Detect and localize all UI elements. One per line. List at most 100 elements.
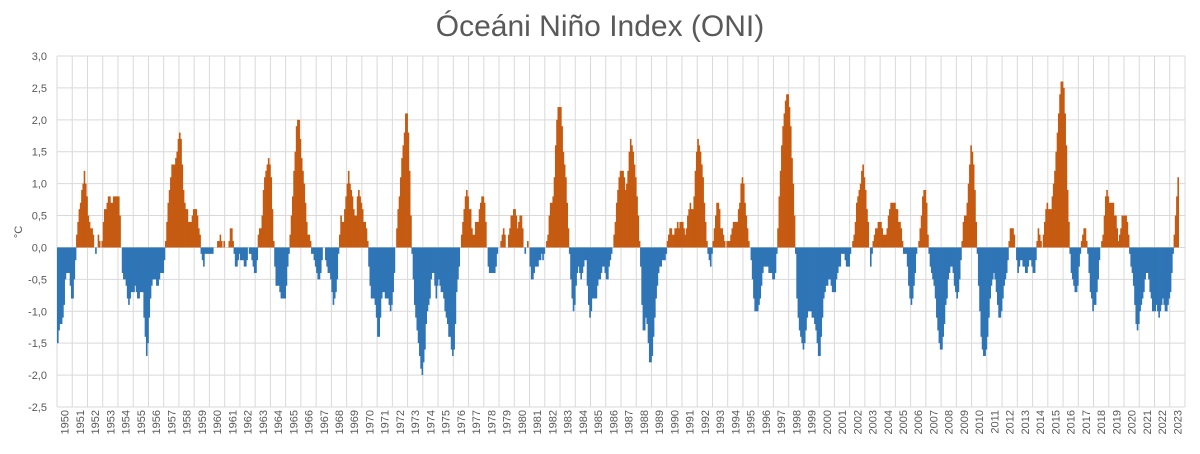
bar-negative	[159, 247, 162, 273]
bar-negative	[1158, 247, 1160, 318]
bar-negative	[1135, 247, 1138, 325]
bar-positive	[971, 151, 974, 248]
bar-negative	[640, 247, 642, 267]
bar-negative	[1033, 247, 1036, 273]
bar-positive	[1104, 196, 1107, 248]
bar-positive	[1174, 215, 1177, 248]
bar-negative	[446, 247, 449, 325]
bar-negative	[751, 247, 754, 280]
bar-positive	[693, 196, 696, 248]
x-tick-label: 2009	[959, 410, 971, 434]
bar-positive	[701, 164, 703, 248]
bar-positive	[1115, 215, 1117, 248]
bar-positive	[1111, 202, 1113, 248]
bar-negative	[988, 247, 990, 318]
bar-negative	[426, 247, 429, 312]
bar-negative	[604, 247, 607, 273]
bar-negative	[956, 247, 958, 299]
bar-negative	[491, 247, 494, 273]
bar-negative	[392, 247, 394, 293]
bar-positive	[717, 202, 720, 248]
bar-positive	[180, 138, 182, 248]
bar-negative	[572, 247, 575, 312]
bar-positive	[168, 190, 171, 248]
x-tick-label: 1965	[288, 410, 300, 434]
bar-negative	[422, 247, 425, 363]
y-tick-label: 2,0	[32, 115, 47, 127]
bar-negative	[814, 247, 816, 325]
bar-positive	[676, 221, 679, 248]
bar-positive	[861, 170, 863, 248]
bar-positive	[713, 228, 716, 248]
bar-negative	[336, 247, 339, 280]
bar-negative	[1030, 247, 1032, 261]
bar-negative	[135, 247, 138, 293]
bar-negative	[1097, 247, 1099, 280]
bar-negative	[134, 247, 137, 286]
bar-positive	[83, 170, 86, 248]
bar-positive	[269, 164, 271, 248]
bar-negative	[581, 247, 584, 273]
bar-positive	[744, 202, 746, 248]
bar-negative	[659, 247, 661, 267]
x-tick-label: 1951	[75, 410, 87, 434]
grid-layer	[56, 55, 1186, 408]
x-tick-label: 1999	[807, 410, 819, 434]
bar-positive	[307, 234, 309, 248]
bar-positive	[405, 113, 407, 248]
bar-positive	[1056, 132, 1059, 248]
x-tick-label: 2000	[822, 410, 834, 434]
bar-negative	[137, 247, 139, 299]
bar-positive	[92, 234, 95, 248]
y-tick-label: 1,0	[32, 179, 47, 191]
bar-positive	[478, 209, 481, 248]
bar-positive	[791, 158, 793, 248]
bar-positive	[1126, 221, 1129, 248]
bar-negative	[847, 247, 849, 267]
bar-positive	[895, 209, 897, 248]
bar-negative	[1028, 247, 1031, 261]
bar-negative	[529, 247, 532, 267]
bar-positive	[102, 221, 105, 248]
bar-negative	[1022, 247, 1025, 267]
bar-negative	[121, 247, 124, 273]
bar-positive	[107, 196, 110, 248]
bar-positive	[257, 234, 260, 248]
x-tick-label: 2015	[1050, 410, 1062, 434]
bar-negative	[242, 247, 245, 261]
bar-positive	[927, 234, 929, 248]
bar-positive	[613, 234, 615, 248]
bar-negative	[763, 247, 765, 267]
bar-positive	[704, 221, 707, 248]
bar-negative	[495, 247, 497, 267]
bar-negative	[756, 247, 759, 312]
bar-negative	[905, 247, 908, 254]
bar-positive	[866, 209, 868, 248]
bar-positive	[518, 221, 520, 248]
bar-negative	[205, 247, 208, 254]
bar-negative	[819, 247, 821, 356]
bar-negative	[603, 247, 605, 267]
bar-positive	[77, 221, 79, 248]
bar-negative	[754, 247, 756, 312]
bar-negative	[760, 247, 763, 286]
bar-negative	[1148, 247, 1150, 280]
bar-positive	[1121, 215, 1124, 248]
bar-positive	[170, 177, 172, 248]
bar-positive	[689, 202, 692, 248]
bar-negative	[842, 247, 844, 254]
bar-positive	[351, 196, 354, 248]
bar-negative	[913, 247, 915, 286]
bar-negative	[1093, 247, 1096, 305]
bar-negative	[1073, 247, 1075, 286]
bar-negative	[914, 247, 917, 273]
bar-positive	[621, 170, 623, 248]
bar-negative	[65, 247, 68, 273]
x-tick-label: 1972	[395, 410, 407, 434]
bar-positive	[298, 119, 300, 248]
bar-positive	[510, 215, 513, 248]
bar-negative	[63, 247, 65, 305]
y-axis-unit-label: °C	[13, 226, 25, 238]
x-tick-label: 2019	[1111, 410, 1123, 434]
bar-positive	[218, 241, 220, 248]
